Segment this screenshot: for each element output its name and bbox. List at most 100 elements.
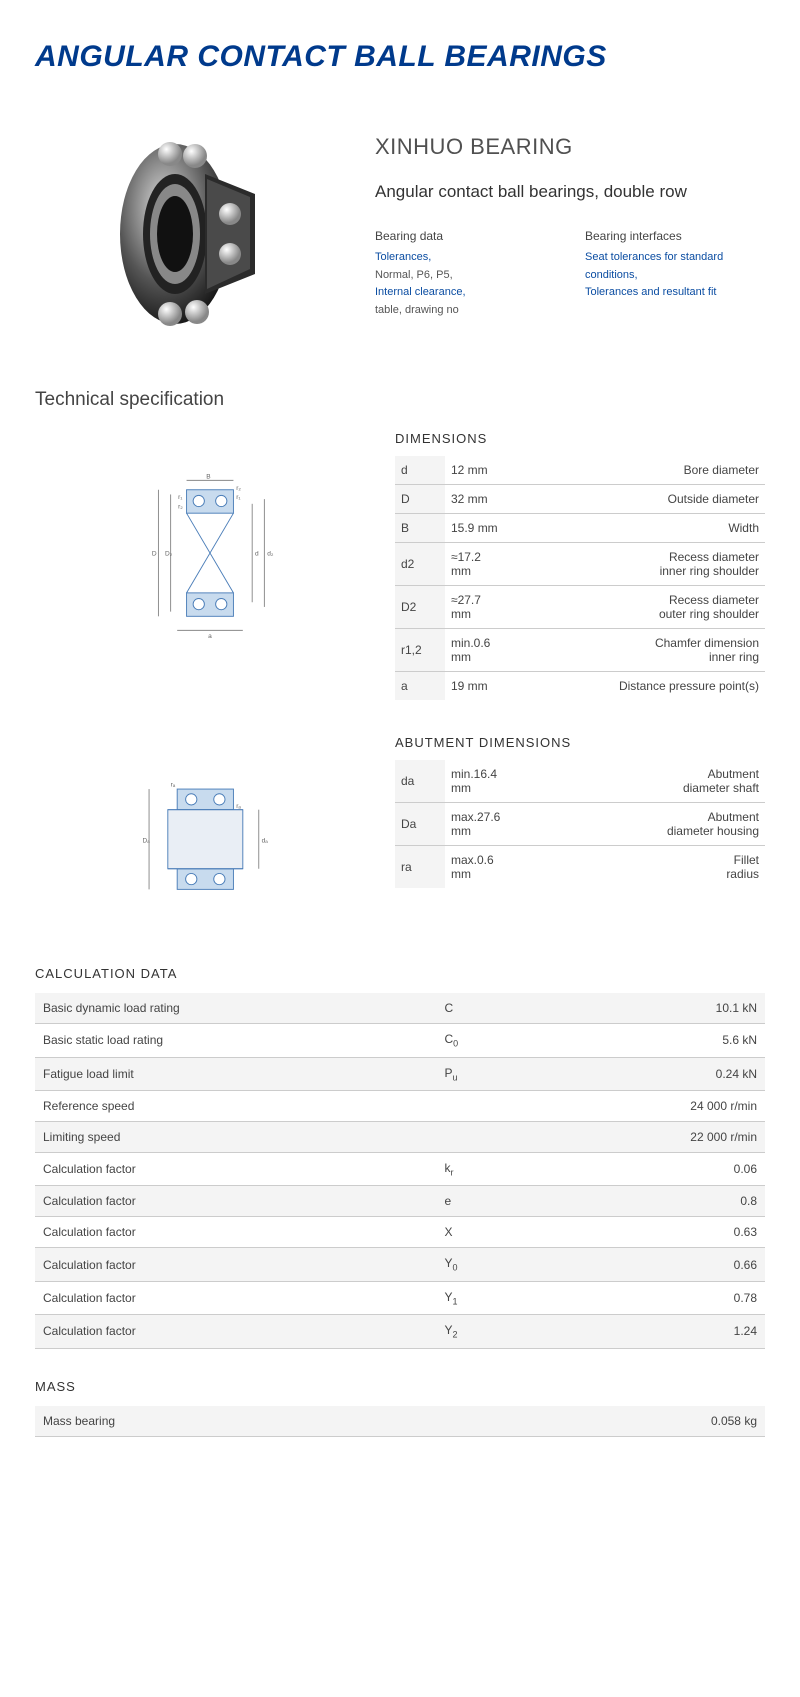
table-row: a19 mmDistance pressure point(s) — [395, 672, 765, 701]
calc-value: 5.6 kN — [524, 1024, 765, 1057]
abutment-diagram-wrap: Dₐ dₐ rₐ rₐ — [35, 735, 385, 906]
spec-description: Recess diameterinner ring shoulder — [525, 543, 765, 586]
spec-description: Distance pressure point(s) — [525, 672, 765, 701]
calc-value: 0.63 — [524, 1217, 765, 1248]
spec-value: 19 mm — [445, 672, 525, 701]
table-row: Basic static load ratingC05.6 kN — [35, 1024, 765, 1057]
table-row: Limiting speed22 000 r/min — [35, 1122, 765, 1153]
table-row: Calculation factorX0.63 — [35, 1217, 765, 1248]
calc-symbol — [437, 1122, 525, 1153]
table-row: d12 mmBore diameter — [395, 456, 765, 485]
svg-text:dₐ: dₐ — [262, 838, 269, 845]
calc-value: 0.058 kg — [524, 1406, 765, 1437]
product-header: XINHUO BEARING Angular contact ball bear… — [375, 134, 765, 339]
bearing-data-header: Bearing data — [375, 227, 555, 246]
meta-columns: Bearing data Tolerances,Normal, P6, P5,I… — [375, 227, 765, 320]
calc-value: 0.06 — [524, 1153, 765, 1186]
calc-symbol — [437, 1091, 525, 1122]
table-row: Calculation factorY10.78 — [35, 1281, 765, 1314]
svg-text:rₐ: rₐ — [236, 803, 241, 810]
svg-text:d: d — [255, 550, 259, 557]
abutment-table: damin.16.4mmAbutmentdiameter shaftDamax.… — [395, 760, 765, 888]
calc-label: Calculation factor — [35, 1315, 437, 1348]
tech-spec-title: Technical specification — [35, 389, 765, 411]
meta-link[interactable]: Tolerances and resultant fit — [585, 284, 765, 302]
calc-label: Calculation factor — [35, 1248, 437, 1281]
spec-description: Filletradius — [525, 846, 765, 889]
calc-value: 0.8 — [524, 1186, 765, 1217]
calc-symbol: kr — [437, 1153, 525, 1186]
calc-label: Calculation factor — [35, 1281, 437, 1314]
dimensions-diagram-wrap: B D D₂ d d₂ r₂ r₁ r₁ r₂ a — [35, 431, 385, 700]
dimensions-table-wrap: DIMENSIONS d12 mmBore diameterD32 mmOuts… — [395, 431, 765, 700]
table-row: Calculation factorY21.24 — [35, 1315, 765, 1348]
abutment-table-wrap: ABUTMENT DIMENSIONS damin.16.4mmAbutment… — [395, 735, 765, 906]
calc-symbol: Y2 — [437, 1315, 525, 1348]
spec-description: Recess diameterouter ring shoulder — [525, 586, 765, 629]
calc-label: Basic dynamic load rating — [35, 993, 437, 1024]
calc-label: Calculation factor — [35, 1186, 437, 1217]
product-image-wrap — [35, 134, 335, 339]
calc-value: 0.78 — [524, 1281, 765, 1314]
table-row: Mass bearing 0.058 kg — [35, 1406, 765, 1437]
spec-value: ≈27.7mm — [445, 586, 525, 629]
spec-description: Width — [525, 514, 765, 543]
spec-symbol: da — [395, 760, 445, 803]
calculation-header: CALCULATION DATA — [35, 966, 765, 981]
svg-text:a: a — [208, 633, 212, 640]
table-row: damin.16.4mmAbutmentdiameter shaft — [395, 760, 765, 803]
spec-symbol: B — [395, 514, 445, 543]
svg-text:r₁: r₁ — [236, 494, 241, 501]
mass-header: MASS — [35, 1379, 765, 1394]
spec-symbol: D — [395, 485, 445, 514]
meta-text: table, drawing no — [375, 302, 555, 320]
meta-link[interactable]: Internal clearance, — [375, 284, 555, 302]
calc-label: Fatigue load limit — [35, 1057, 437, 1090]
meta-link[interactable]: Seat tolerances for standard conditions, — [585, 249, 765, 284]
calc-symbol: X — [437, 1217, 525, 1248]
spec-description: Abutmentdiameter shaft — [525, 760, 765, 803]
table-row: Calculation factorY00.66 — [35, 1248, 765, 1281]
calculation-section: CALCULATION DATA Basic dynamic load rati… — [35, 966, 765, 1348]
spec-value: ≈17.2mm — [445, 543, 525, 586]
calc-symbol: Y1 — [437, 1281, 525, 1314]
spec-value: min.16.4mm — [445, 760, 525, 803]
bearing-interfaces-header: Bearing interfaces — [585, 227, 765, 246]
dimensions-diagram-icon: B D D₂ d d₂ r₂ r₁ r₁ r₂ a — [135, 471, 285, 640]
table-row: Damax.27.6mmAbutmentdiameter housing — [395, 803, 765, 846]
spec-value: 15.9 mm — [445, 514, 525, 543]
svg-text:r₂: r₂ — [178, 504, 183, 511]
spec-description: Abutmentdiameter housing — [525, 803, 765, 846]
calc-symbol: C — [437, 993, 525, 1024]
table-row: d2≈17.2mmRecess diameterinner ring shoul… — [395, 543, 765, 586]
abutment-diagram-icon: Dₐ dₐ rₐ rₐ — [135, 775, 285, 906]
mass-section: MASS Mass bearing 0.058 kg — [35, 1379, 765, 1437]
svg-text:B: B — [206, 474, 211, 481]
calc-label: Mass bearing — [35, 1406, 437, 1437]
spec-value: max.27.6mm — [445, 803, 525, 846]
spec-value: max.0.6mm — [445, 846, 525, 889]
spec-value: 32 mm — [445, 485, 525, 514]
calc-value: 10.1 kN — [524, 993, 765, 1024]
meta-link[interactable]: Tolerances, — [375, 249, 555, 267]
dimensions-header: DIMENSIONS — [395, 431, 765, 446]
brand-name: XINHUO BEARING — [375, 134, 765, 160]
spec-symbol: d2 — [395, 543, 445, 586]
svg-text:Dₐ: Dₐ — [143, 838, 151, 845]
spec-description: Outside diameter — [525, 485, 765, 514]
calc-value: 24 000 r/min — [524, 1091, 765, 1122]
spec-value: min.0.6mm — [445, 629, 525, 672]
spec-symbol: d — [395, 456, 445, 485]
bearing-data-col: Bearing data Tolerances,Normal, P6, P5,I… — [375, 227, 555, 320]
bearing-interfaces-col: Bearing interfaces Seat tolerances for s… — [585, 227, 765, 320]
svg-text:D: D — [152, 550, 157, 557]
svg-text:d₂: d₂ — [267, 550, 274, 557]
calc-symbol: Y0 — [437, 1248, 525, 1281]
calc-value: 0.24 kN — [524, 1057, 765, 1090]
calc-label: Reference speed — [35, 1091, 437, 1122]
dimensions-block: B D D₂ d d₂ r₂ r₁ r₁ r₂ a DIMENSIONS d12… — [35, 431, 765, 700]
table-row: B15.9 mmWidth — [395, 514, 765, 543]
svg-text:r₁: r₁ — [178, 494, 183, 501]
calculation-table: Basic dynamic load ratingC10.1 kNBasic s… — [35, 993, 765, 1348]
calc-symbol — [437, 1406, 525, 1437]
